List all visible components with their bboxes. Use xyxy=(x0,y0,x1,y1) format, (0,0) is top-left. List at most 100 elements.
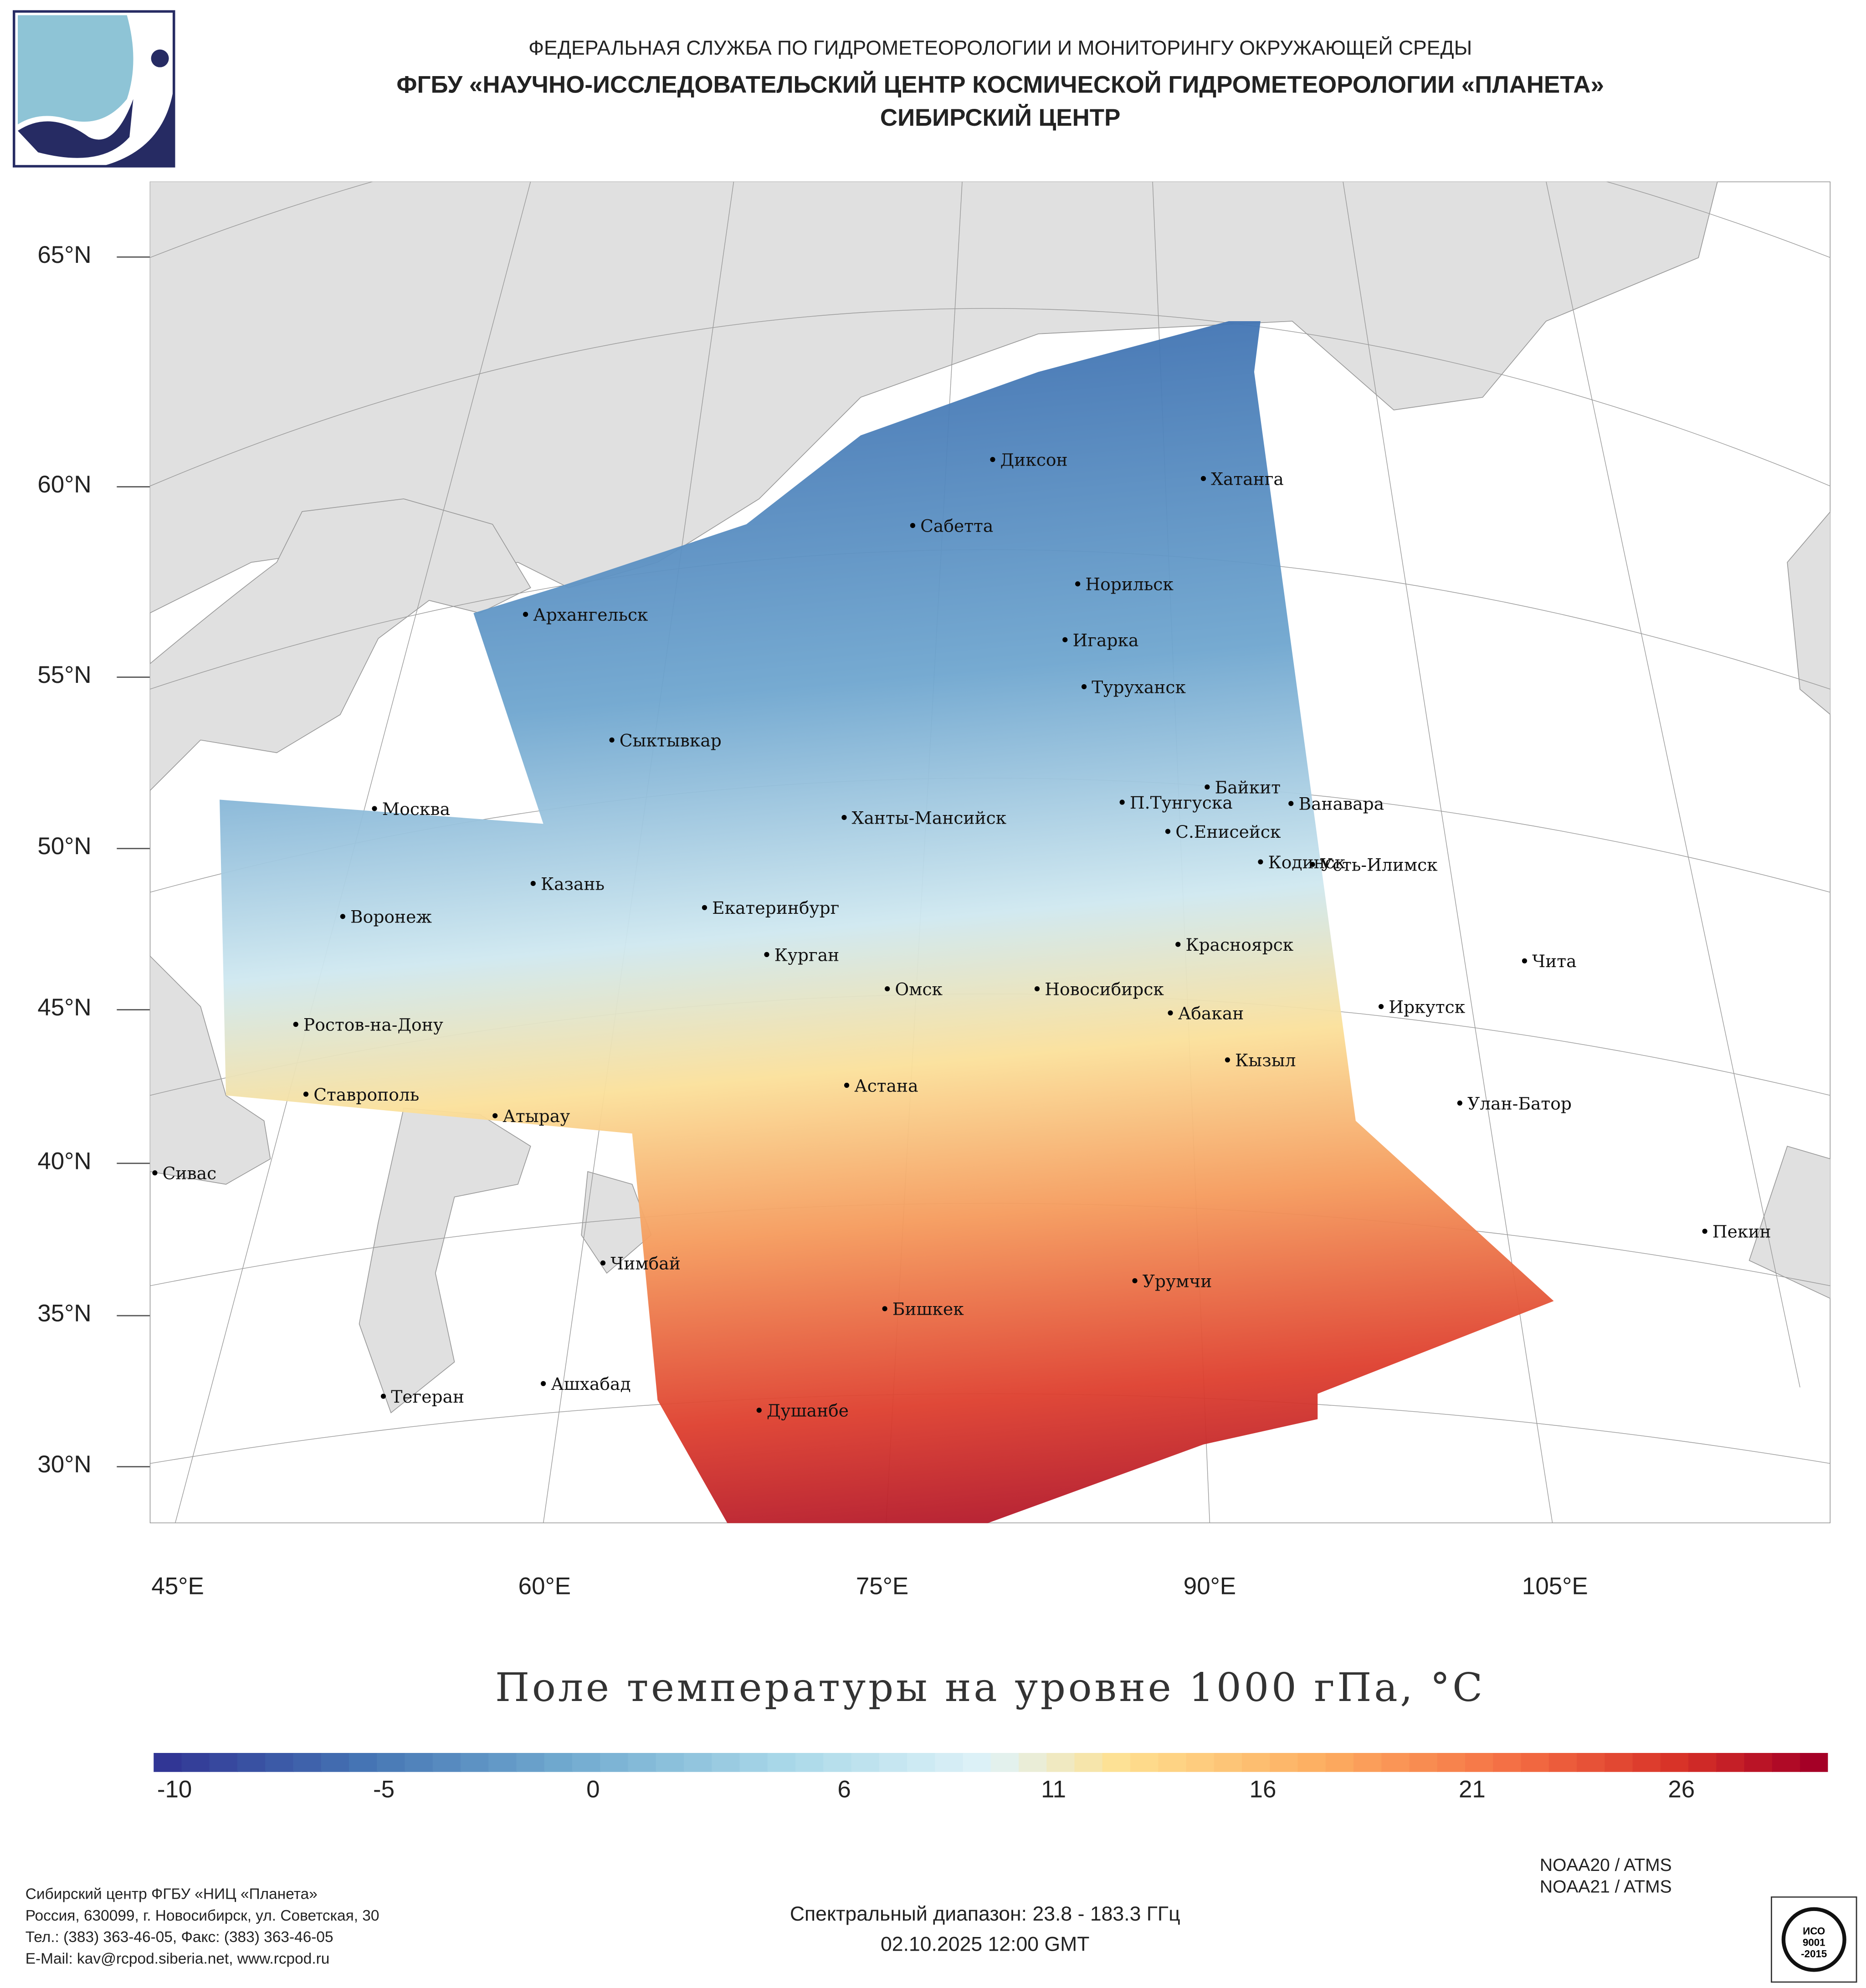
lat-label: 40°N xyxy=(37,1148,92,1176)
city-marker xyxy=(1075,581,1081,587)
header-line-2: ФГБУ «НАУЧНО-ИССЛЕДОВАТЕЛЬСКИЙ ЦЕНТР КОС… xyxy=(396,72,1604,99)
colorbar-bin xyxy=(628,1753,657,1772)
colorbar-bin xyxy=(1548,1753,1578,1772)
city-marker xyxy=(609,737,615,743)
svg-text:9001: 9001 xyxy=(1803,1937,1825,1948)
city-marker xyxy=(1702,1229,1707,1234)
city-marker xyxy=(885,986,890,992)
colorbar-bin xyxy=(1046,1753,1075,1772)
city-label: Норильск xyxy=(1085,574,1174,594)
colorbar-bin xyxy=(1186,1753,1215,1772)
colorbar-bin xyxy=(963,1753,992,1772)
city-label: Кызыл xyxy=(1235,1050,1296,1071)
city-marker xyxy=(1225,1057,1230,1063)
city-label: Душанбе xyxy=(767,1401,849,1421)
organization-info: Сибирский центр ФГБУ «НИЦ «Планета» Росс… xyxy=(26,1884,379,1970)
city-label: Казань xyxy=(541,874,605,894)
city-marker xyxy=(293,1022,298,1027)
colorbar-tick-label: -10 xyxy=(157,1777,192,1804)
colorbar-bin xyxy=(823,1753,852,1772)
colorbar-bin xyxy=(879,1753,908,1772)
city-label: Ашхабад xyxy=(551,1374,631,1394)
colorbar-bin xyxy=(432,1753,461,1772)
lat-label: 30°N xyxy=(37,1452,92,1479)
colorbar-bin xyxy=(795,1753,824,1772)
city-marker xyxy=(1165,829,1171,834)
lon-label: 90°E xyxy=(1183,1574,1236,1601)
colorbar-bin xyxy=(1158,1753,1187,1772)
city-labels: Диксон Хатанга Сабетта Архангельск Норильск И… xyxy=(152,450,1771,1421)
colorbar-bin xyxy=(516,1753,545,1772)
city-marker xyxy=(1175,942,1181,947)
colorbar-bin xyxy=(377,1753,405,1772)
lat-label: 45°N xyxy=(37,995,92,1022)
org-email: E-Mail: kav@rcpod.siberia.net, www.rcpod… xyxy=(25,1949,330,1968)
city-label: Ростов-на-Дону xyxy=(303,1015,443,1035)
colorbar-bin xyxy=(990,1753,1020,1772)
map-title: Поле температуры на уровне 1000 гПа, °С xyxy=(495,1665,1485,1711)
lat-tick xyxy=(117,1315,150,1317)
colorbar-bin xyxy=(209,1753,238,1772)
city-marker xyxy=(530,881,536,886)
colorbar-bin xyxy=(683,1753,713,1772)
lon-label: 75°E xyxy=(856,1574,909,1601)
colorbar-bin xyxy=(739,1753,769,1772)
city-marker xyxy=(380,1394,386,1399)
header-line-3: СИБИРСКИЙ ЦЕНТР xyxy=(880,105,1121,132)
city-label: Москва xyxy=(382,799,450,819)
lon-label: 45°E xyxy=(151,1574,204,1601)
city-label: Хатанга xyxy=(1211,469,1284,489)
spectral-range: Спектральный диапазон: 23.8 - 183.3 ГГц xyxy=(789,1904,1180,1926)
city-label: Кодинск xyxy=(1268,852,1346,872)
colorbar-bin xyxy=(1800,1753,1828,1772)
lat-label: 60°N xyxy=(37,472,92,499)
city-marker xyxy=(1379,1004,1384,1009)
city-label: Архангельск xyxy=(533,605,648,625)
colorbar-tick-label: 26 xyxy=(1668,1777,1695,1804)
lat-tick xyxy=(117,1163,150,1164)
colorbar-tick-label: 21 xyxy=(1458,1777,1486,1804)
city-marker xyxy=(702,905,707,910)
lat-label: 50°N xyxy=(37,834,92,861)
colorbar-bin xyxy=(1660,1753,1689,1772)
city-label: Байкит xyxy=(1215,778,1281,798)
city-label: Ставрополь xyxy=(313,1085,419,1105)
colorbar-bin xyxy=(1465,1753,1494,1772)
city-marker xyxy=(372,806,377,811)
city-marker xyxy=(1062,637,1068,642)
city-label: Бишкек xyxy=(892,1299,964,1319)
city-label: С.Енисейск xyxy=(1175,822,1281,842)
city-marker xyxy=(152,1170,158,1176)
org-name: Сибирский центр ФГБУ «НИЦ «Планета» xyxy=(25,1885,318,1903)
city-label: Сыктывкар xyxy=(620,730,722,750)
datetime: 02.10.2025 12:00 GMT xyxy=(880,1934,1090,1956)
city-marker xyxy=(1310,861,1315,867)
satellite-1: NOAA20 / ATMS xyxy=(1539,1854,1672,1875)
colorbar xyxy=(154,1753,1828,1772)
colorbar-bin xyxy=(1772,1753,1801,1772)
colorbar-bin xyxy=(1605,1753,1634,1772)
colorbar-bin xyxy=(265,1753,294,1772)
city-marker xyxy=(910,523,915,528)
city-marker xyxy=(1082,684,1087,690)
city-label: Чита xyxy=(1532,951,1576,971)
colorbar-bin xyxy=(907,1753,936,1772)
city-label: Атырау xyxy=(502,1106,570,1126)
lat-tick xyxy=(117,848,150,850)
city-marker xyxy=(600,1260,606,1266)
colorbar-bin xyxy=(1437,1753,1466,1772)
temperature-swath xyxy=(220,321,1554,1523)
colorbar-bin xyxy=(767,1753,796,1772)
city-marker xyxy=(492,1113,498,1118)
city-label: Чимбай xyxy=(610,1253,681,1273)
colorbar-bin xyxy=(460,1753,489,1772)
city-marker xyxy=(523,612,528,617)
city-label: Туруханск xyxy=(1092,677,1186,697)
city-label: Игарка xyxy=(1073,630,1139,650)
colorbar-bin xyxy=(851,1753,880,1772)
city-marker xyxy=(1119,799,1125,805)
city-label: Урумчи xyxy=(1143,1271,1212,1291)
temperature-map: Диксон Хатанга Сабетта Архангельск Норильск И… xyxy=(149,181,1830,1523)
land-masses xyxy=(149,181,1830,1414)
city-label: Ханты-Мансийск xyxy=(852,808,1007,828)
